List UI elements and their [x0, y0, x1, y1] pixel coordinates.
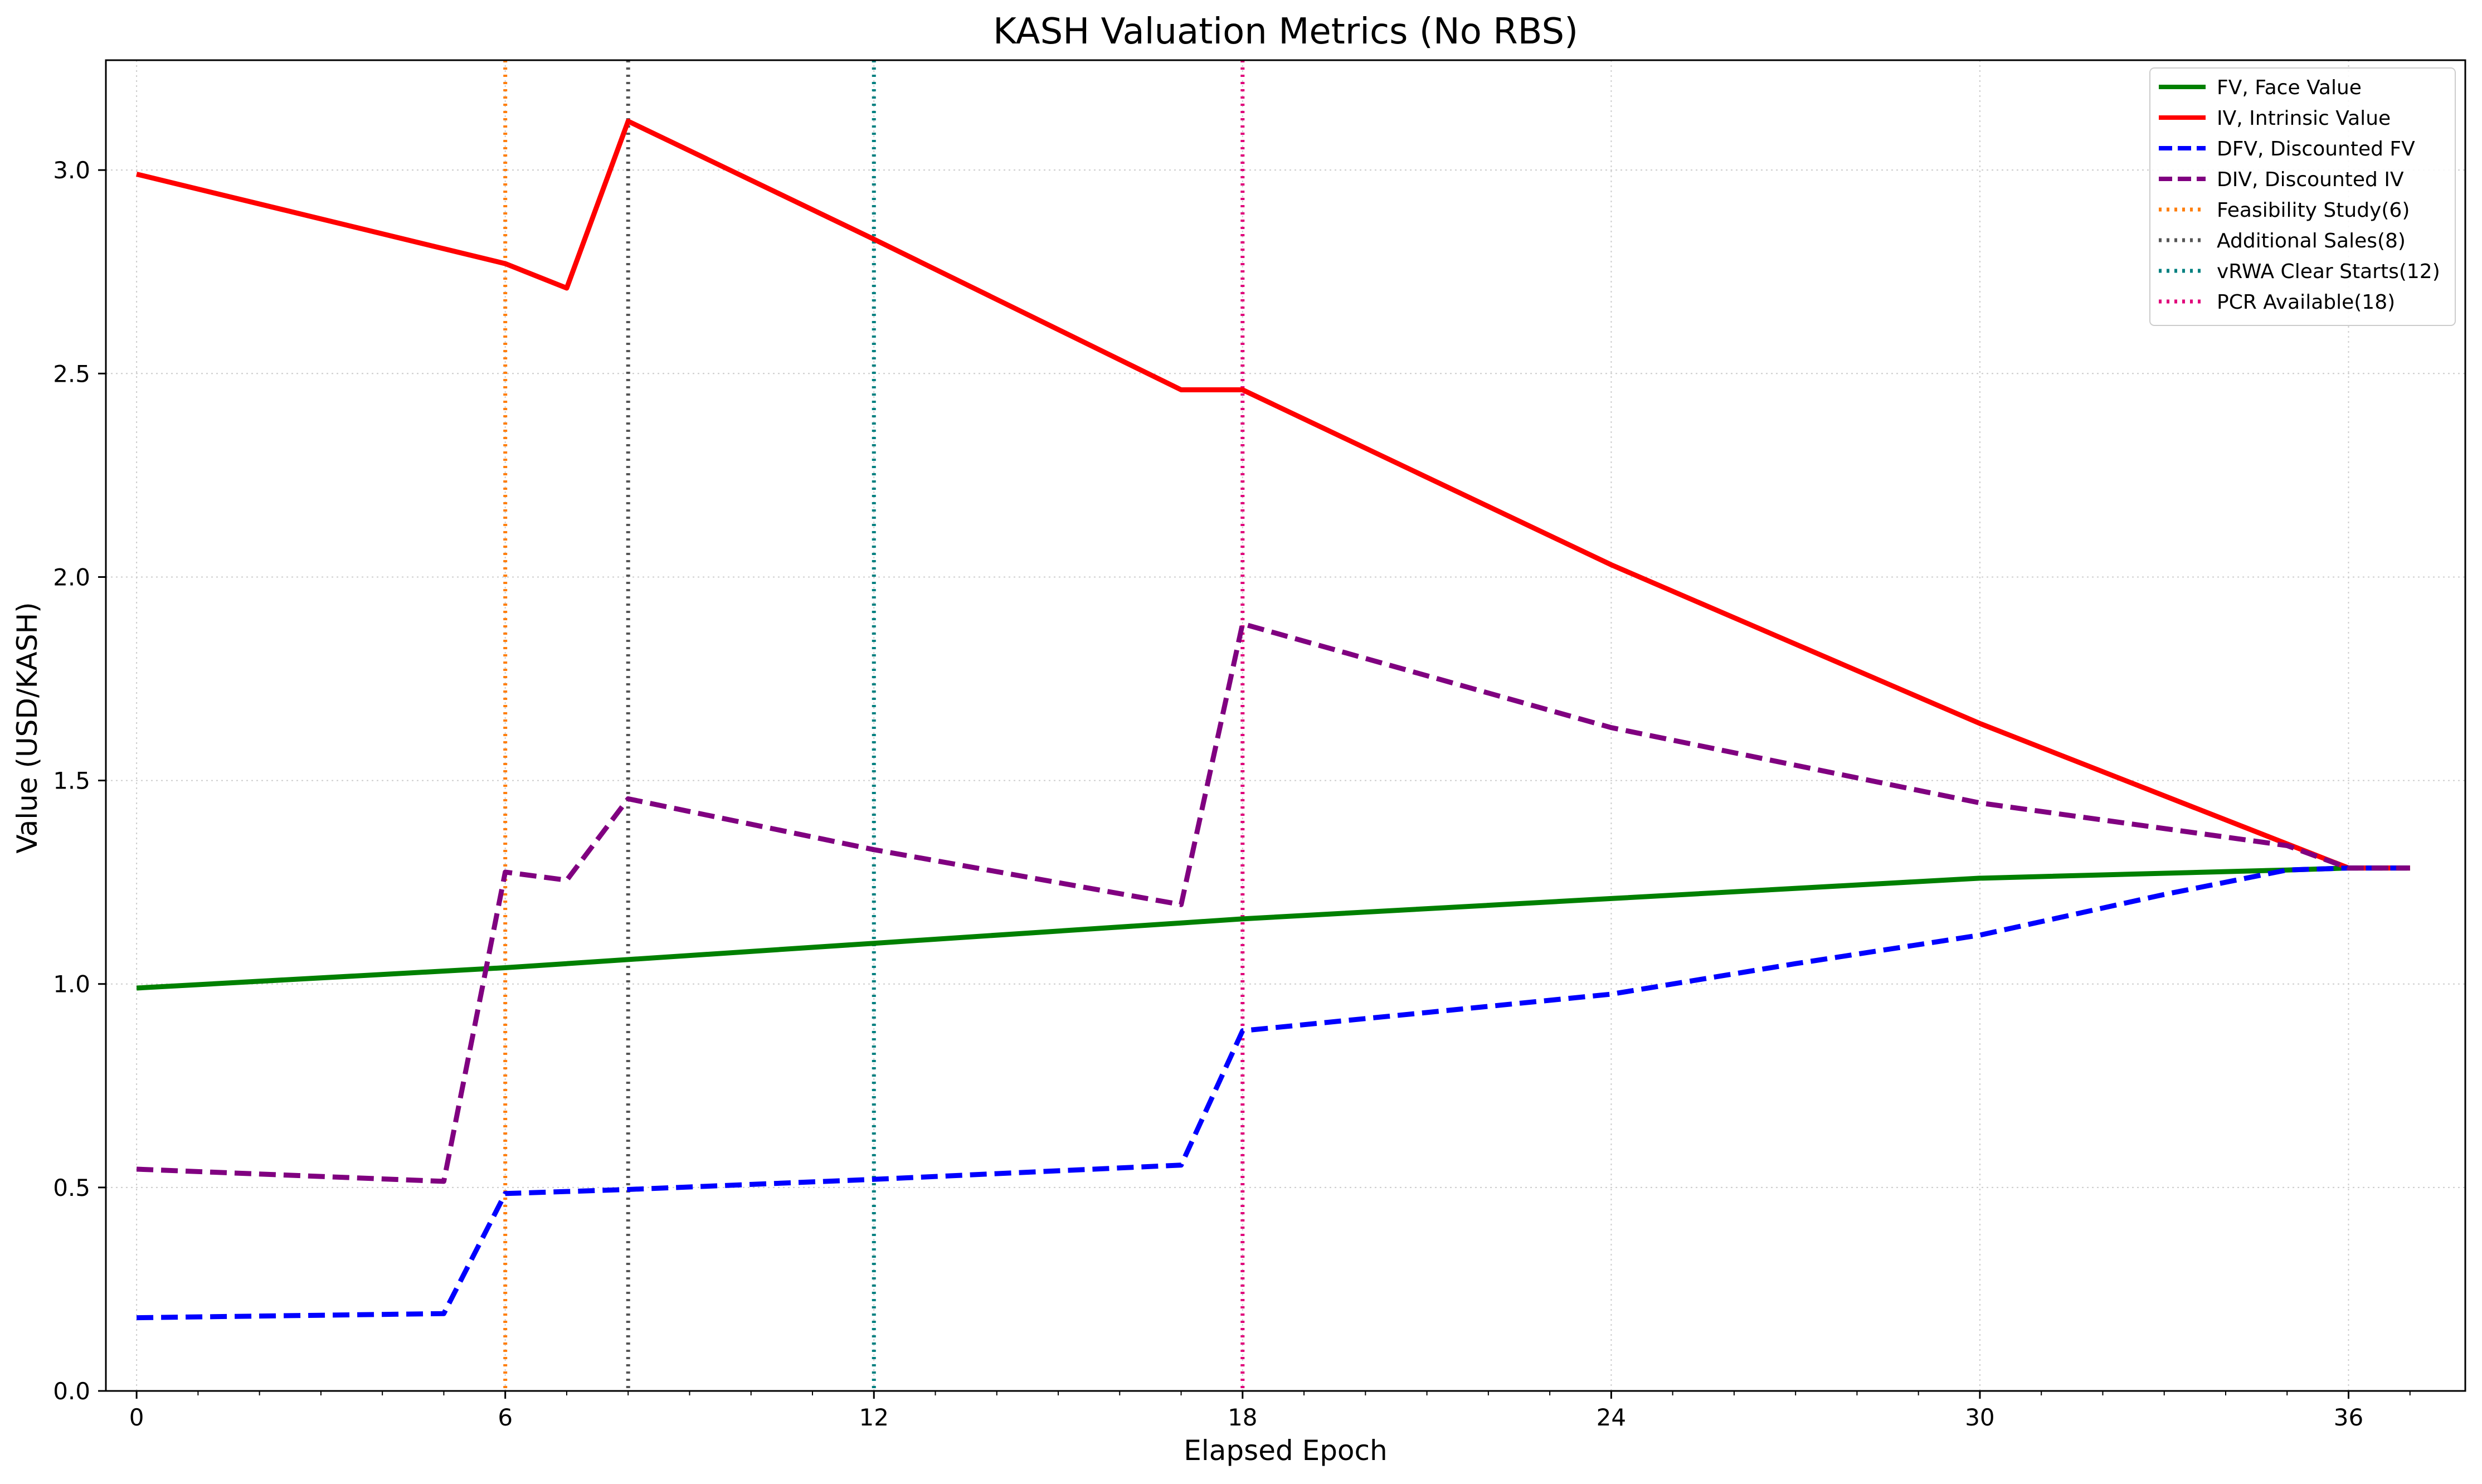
- y-tick-label: 2.5: [53, 360, 90, 387]
- series-line: [136, 119, 2410, 871]
- y-tick-label: 3.0: [53, 157, 90, 184]
- chart-title: KASH Valuation Metrics (No RBS): [993, 11, 1578, 52]
- series-line: [137, 865, 2410, 1321]
- y-axis-label: Value (USD/KASH): [11, 602, 43, 853]
- y-tick-label: 1.0: [53, 971, 90, 998]
- y-tick-label: 0.5: [53, 1174, 90, 1201]
- x-tick-label: 24: [1597, 1404, 1626, 1431]
- legend-label: vRWA Clear Starts(12): [2217, 260, 2440, 283]
- legend-label: PCR Available(18): [2217, 291, 2395, 314]
- x-tick-label: 6: [498, 1404, 513, 1431]
- legend-label: DFV, Discounted FV: [2217, 138, 2415, 160]
- x-tick-label: 36: [2334, 1404, 2363, 1431]
- x-tick-label: 12: [859, 1404, 889, 1431]
- series-line: [136, 621, 2410, 1184]
- legend-label: IV, Intrinsic Value: [2217, 107, 2391, 130]
- legend-label: FV, Face Value: [2217, 76, 2362, 99]
- y-tick-label: 0.0: [53, 1378, 90, 1405]
- legend: FV, Face Value IV, Intrinsic Value DFV, Di…: [2149, 67, 2456, 326]
- tick-layer: 0 6 12 18 24 30 36 0.0 0.5 1.0 1.5 2.0 2.5 3.0: [53, 157, 2411, 1431]
- legend-label: Additional Sales(8): [2217, 230, 2406, 252]
- plot-frame: [105, 59, 2466, 1392]
- x-tick-label: 18: [1228, 1404, 1257, 1431]
- series-layer: [136, 119, 2410, 1321]
- legend-box: [2149, 67, 2456, 326]
- y-tick-label: 2.0: [53, 563, 90, 591]
- event-marker-layer: [503, 60, 1245, 1391]
- x-axis-label: Elapsed Epoch: [1184, 1434, 1387, 1467]
- y-tick-label: 1.5: [53, 767, 90, 795]
- x-tick-label: 30: [1965, 1404, 1994, 1431]
- legend-label: Feasibility Study(6): [2217, 199, 2410, 222]
- legend-label: DIV, Discounted IV: [2217, 168, 2404, 191]
- x-tick-label: 0: [129, 1404, 144, 1431]
